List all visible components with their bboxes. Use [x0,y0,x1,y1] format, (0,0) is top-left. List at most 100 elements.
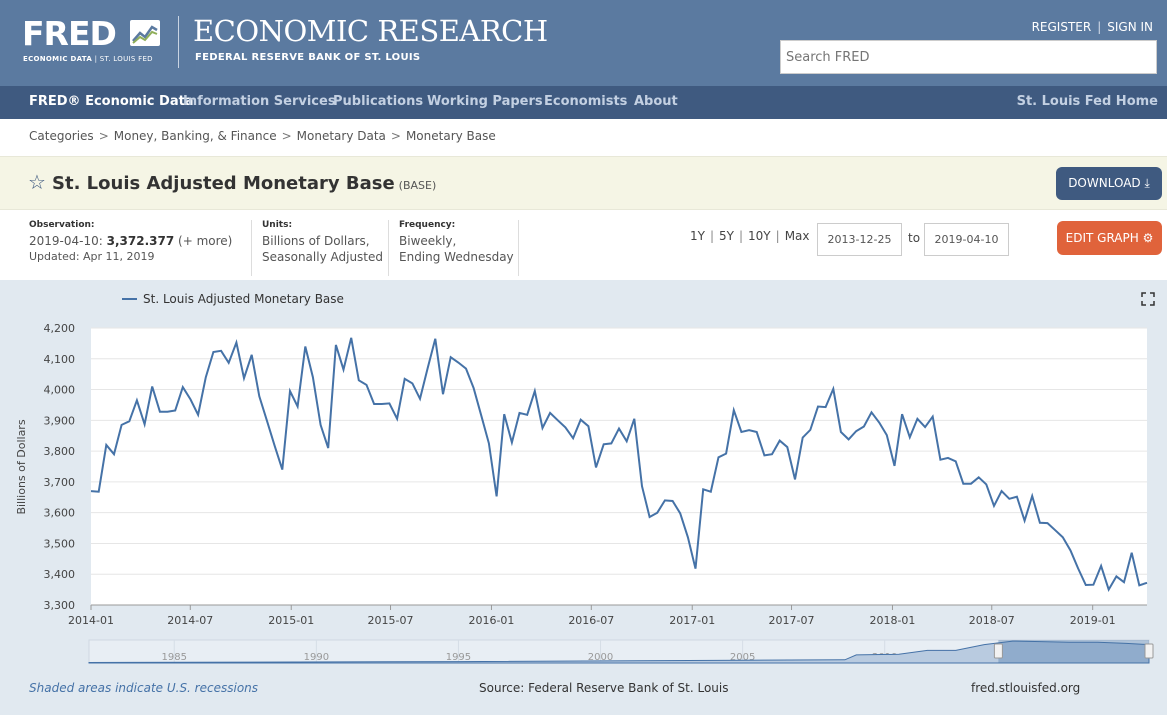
fullscreen-icon[interactable] [1141,292,1155,306]
range-max[interactable]: Max [784,229,810,243]
more-observations-link[interactable]: (+ more) [178,234,233,248]
x-tick-label: 2017-07 [769,614,815,627]
sign-in-link[interactable]: SIGN IN [1107,20,1153,34]
x-tick-label: 2018-07 [969,614,1015,627]
y-tick-label: 3,900 [44,414,76,427]
end-date-input[interactable]: 2019-04-10 [924,223,1009,256]
star-icon[interactable]: ☆ [28,170,46,194]
frequency-line-1: Biweekly, [399,234,457,248]
nav-about[interactable]: About [634,94,678,109]
site-url[interactable]: fred.stlouisfed.org [971,681,1081,695]
start-date-input[interactable]: 2013-12-25 [817,223,902,256]
line-chart: St. Louis Adjusted Monetary Base 3,300 3,… [15,292,1155,664]
edit-graph-button[interactable]: EDIT GRAPH ⚙ [1057,221,1162,255]
download-button[interactable]: DOWNLOAD ⤓ [1056,167,1162,200]
nav-economists[interactable]: Economists [544,94,628,109]
site-header: FRED ECONOMIC DATA | ST. LOUIS FED ECONO… [0,0,1167,86]
divider [388,220,389,276]
logo-subtitle: ECONOMIC DATA | ST. LOUIS FED [23,55,153,63]
frequency-label: Frequency: [399,220,456,230]
y-axis-label: Billions of Dollars [15,419,28,514]
chart-area: St. Louis Adjusted Monetary Base 3,300 3,… [0,280,1167,715]
account-links: REGISTER | SIGN IN [1032,20,1153,34]
updated-date: Updated: Apr 11, 2019 [29,250,155,263]
navigator-right-handle [1144,643,1154,659]
observation-line: 2019-04-10: 3,372.377 (+ more) [29,234,233,248]
nav-working-papers[interactable]: Working Papers [427,94,543,109]
y-tick-label: 3,300 [44,599,76,612]
nav-information-services[interactable]: Information Services [183,94,336,109]
x-axis-ticks: 2014-01 2014-07 2015-01 2015-07 2016-01 2016-… [68,604,1147,627]
register-link[interactable]: REGISTER [1031,20,1092,34]
fed-bank-subtitle: FEDERAL RESERVE BANK OF ST. LOUIS [195,52,421,63]
observation-value: 3,372.377 [106,234,175,248]
separator: | [1097,20,1102,34]
series-id: (BASE) [398,179,437,192]
observation-label: Observation: [29,220,95,230]
units-label: Units: [262,220,293,230]
units-line-2: Seasonally Adjusted [262,250,384,264]
y-tick-label: 4,100 [44,353,76,366]
y-tick-label: 3,700 [44,476,76,489]
navigator-series [88,640,1150,664]
x-tick-label: 2016-01 [468,614,514,627]
navigator-tick-label: 2005 [730,652,755,663]
navigator-left-handle [993,643,1003,659]
nav-fred-economic-data[interactable]: FRED® Economic Data [29,94,194,109]
series-line-monetary-base [90,337,1148,593]
chart-logo-icon [130,20,160,46]
navigator-tick-label: 1985 [162,652,187,663]
x-tick-label: 2017-01 [669,614,715,627]
source-note[interactable]: Source: Federal Reserve Bank of St. Loui… [479,681,729,695]
y-tick-label: 3,500 [44,537,76,550]
download-icon: ⤓ [1144,176,1150,190]
navigator-tick-label: 1995 [446,652,471,663]
logo-text: FRED [22,14,117,53]
recession-note[interactable]: Shaded areas indicate U.S. recessions [29,681,259,695]
breadcrumb: Categories > Money, Banking, & Finance > Mon… [29,129,496,143]
nav-publications[interactable]: Publications [333,94,424,109]
y-tick-label: 4,200 [44,322,76,335]
y-axis-ticks: 3,300 3,400 3,500 3,600 3,700 3,800 3,900 4,000… [44,322,76,612]
x-tick-label: 2019-01 [1070,614,1116,627]
divider [518,220,519,276]
x-tick-label: 2016-07 [568,614,614,627]
gear-icon: ⚙ [1142,231,1154,245]
nav-st-louis-fed-home[interactable]: St. Louis Fed Home [1016,94,1158,109]
chart-legend[interactable]: St. Louis Adjusted Monetary Base [122,292,344,306]
main-nav: FRED® Economic Data Information Services… [0,86,1167,119]
x-tick-label: 2018-01 [869,614,915,627]
frequency-line-2: Ending Wednesday [399,250,514,264]
breadcrumb-money-banking[interactable]: Money, Banking, & Finance [113,129,277,143]
date-range-links: 1Y | 5Y | 10Y | Max [690,229,810,243]
x-tick-label: 2015-01 [268,614,314,627]
divider [251,220,252,276]
range-10y[interactable]: 10Y [748,229,771,243]
observation-block: Observation: 2019-04-10: 3,372.377 (+ mo… [29,220,232,265]
x-tick-label: 2014-07 [167,614,213,627]
economic-research-title[interactable]: ECONOMIC RESEARCH [193,14,548,48]
x-tick-label: 2014-01 [68,614,114,627]
series-title: St. Louis Adjusted Monetary Base (BASE) [52,173,437,194]
breadcrumb-monetary-data[interactable]: Monetary Data [296,129,386,143]
range-1y[interactable]: 1Y [690,229,705,243]
to-label: to [908,231,921,245]
units-block: Units: Billions of Dollars, Seasonally A… [262,220,383,265]
search-input[interactable] [780,40,1157,74]
series-title-bar: ☆ St. Louis Adjusted Monetary Base (BASE)… [0,156,1167,210]
navigator-tick-label: 2000 [588,652,613,663]
x-tick-label: 2015-07 [368,614,414,627]
navigator-selection [998,640,1149,663]
breadcrumb-categories[interactable]: Categories [29,129,94,143]
y-tick-label: 3,400 [44,568,76,581]
navigator-tick-label: 1990 [304,652,329,663]
y-tick-label: 3,800 [44,445,76,458]
fred-logo[interactable]: FRED ECONOMIC DATA | ST. LOUIS FED [22,16,162,68]
plot-background [91,328,1147,605]
frequency-block: Frequency: Biweekly, Ending Wednesday [399,220,514,265]
breadcrumb-monetary-base[interactable]: Monetary Base [405,129,496,143]
units-line-1: Billions of Dollars, [262,234,370,248]
header-divider [178,16,179,68]
range-navigator[interactable]: 1985199019952000200520102015 [88,639,1154,664]
range-5y[interactable]: 5Y [719,229,734,243]
